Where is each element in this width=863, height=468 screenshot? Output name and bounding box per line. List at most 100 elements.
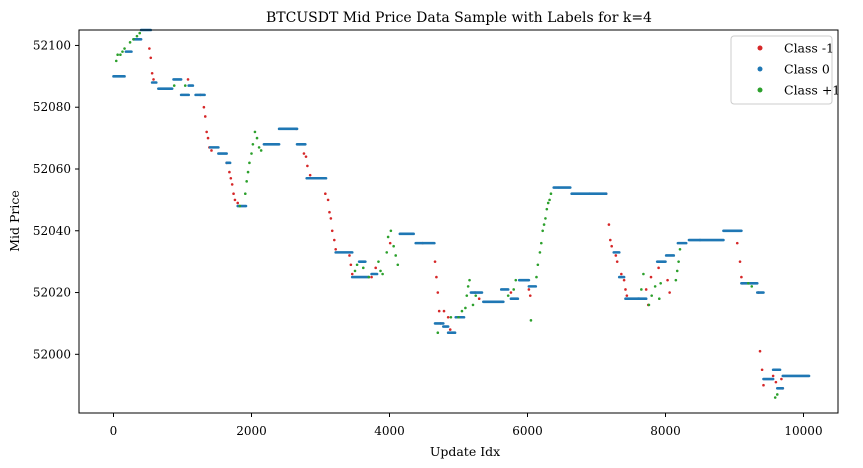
data-point	[474, 294, 478, 297]
data-point	[135, 34, 139, 38]
y-tick-label: 52080	[33, 100, 71, 114]
data-point	[230, 183, 234, 186]
data-point	[540, 241, 543, 245]
data-point	[251, 142, 255, 146]
data-point	[121, 50, 124, 53]
y-tick-label: 52020	[33, 286, 71, 300]
data-point	[205, 130, 208, 134]
data-point	[649, 275, 653, 279]
data-point	[114, 59, 118, 63]
data-point	[348, 254, 351, 257]
data-point	[541, 229, 544, 233]
data-point	[614, 254, 618, 257]
data-point	[361, 266, 365, 270]
data-point	[385, 251, 389, 254]
data-point	[527, 288, 531, 291]
data-points	[112, 28, 811, 399]
data-point	[355, 263, 359, 267]
data-point	[615, 260, 619, 263]
data-point	[324, 192, 327, 196]
x-tick-label: 2000	[236, 424, 267, 438]
data-point	[542, 223, 546, 226]
x-tick-label: 0	[110, 424, 118, 438]
data-point	[433, 260, 437, 263]
data-point	[750, 285, 754, 288]
data-point	[334, 247, 337, 251]
data-point	[762, 383, 765, 387]
data-point	[308, 173, 312, 177]
data-point	[306, 164, 309, 168]
data-point	[640, 288, 643, 291]
data-point	[128, 41, 132, 44]
data-point	[512, 288, 515, 291]
legend-marker	[757, 66, 763, 72]
data-point	[477, 297, 481, 301]
data-point	[647, 303, 651, 307]
data-point	[758, 349, 762, 353]
data-point	[677, 260, 680, 263]
data-point	[202, 105, 206, 109]
data-point	[678, 247, 682, 251]
data-point	[367, 275, 371, 279]
data-point	[446, 315, 450, 319]
x-tick-label: 6000	[512, 424, 543, 438]
y-tick-label: 52000	[33, 347, 71, 361]
data-point	[123, 47, 126, 50]
data-point	[328, 210, 331, 214]
data-point	[607, 223, 611, 226]
data-point	[442, 309, 446, 313]
data-point	[238, 204, 242, 208]
data-point	[465, 294, 469, 297]
legend-label: Class 0	[784, 62, 830, 77]
chart-title: BTCUSDT Mid Price Data Sample with Label…	[266, 10, 652, 26]
data-point	[229, 176, 233, 180]
data-point	[738, 260, 742, 263]
data-point	[468, 278, 471, 282]
data-point	[206, 136, 210, 140]
data-point	[544, 217, 547, 220]
data-point	[657, 297, 661, 301]
data-point	[774, 380, 778, 384]
data-point	[609, 238, 612, 242]
data-point	[396, 263, 400, 267]
data-point	[236, 201, 239, 205]
y-tick-label: 52060	[33, 162, 71, 176]
data-point	[457, 315, 460, 319]
data-point	[210, 149, 213, 152]
data-point	[370, 275, 373, 279]
data-point	[548, 198, 551, 202]
data-point	[775, 393, 779, 396]
data-point	[228, 170, 231, 174]
data-point	[509, 291, 513, 294]
data-point	[653, 285, 657, 288]
data-point	[245, 180, 248, 183]
data-point	[233, 198, 237, 202]
data-point	[771, 374, 775, 378]
data-point	[379, 269, 382, 273]
data-point	[435, 275, 438, 279]
data-point	[644, 288, 648, 291]
data-point	[675, 269, 679, 273]
legend-box	[730, 35, 833, 105]
data-point	[203, 115, 207, 118]
x-tick-label: 8000	[650, 424, 681, 438]
data-point	[506, 294, 510, 297]
data-point	[529, 319, 533, 322]
legend-marker	[757, 87, 763, 93]
data-point	[119, 53, 122, 57]
data-point	[132, 37, 135, 41]
data-point	[232, 192, 235, 196]
data-point	[740, 275, 743, 279]
data-point	[735, 241, 739, 245]
data-point	[394, 254, 398, 257]
x-tick-label: 4000	[374, 424, 405, 438]
data-point	[377, 260, 380, 263]
data-point	[302, 152, 306, 155]
x-axis-label: Update Idx	[430, 444, 500, 459]
data-point	[437, 309, 441, 313]
data-point	[747, 281, 750, 285]
data-point	[353, 269, 357, 273]
data-point	[150, 71, 154, 75]
data-point	[350, 272, 354, 276]
